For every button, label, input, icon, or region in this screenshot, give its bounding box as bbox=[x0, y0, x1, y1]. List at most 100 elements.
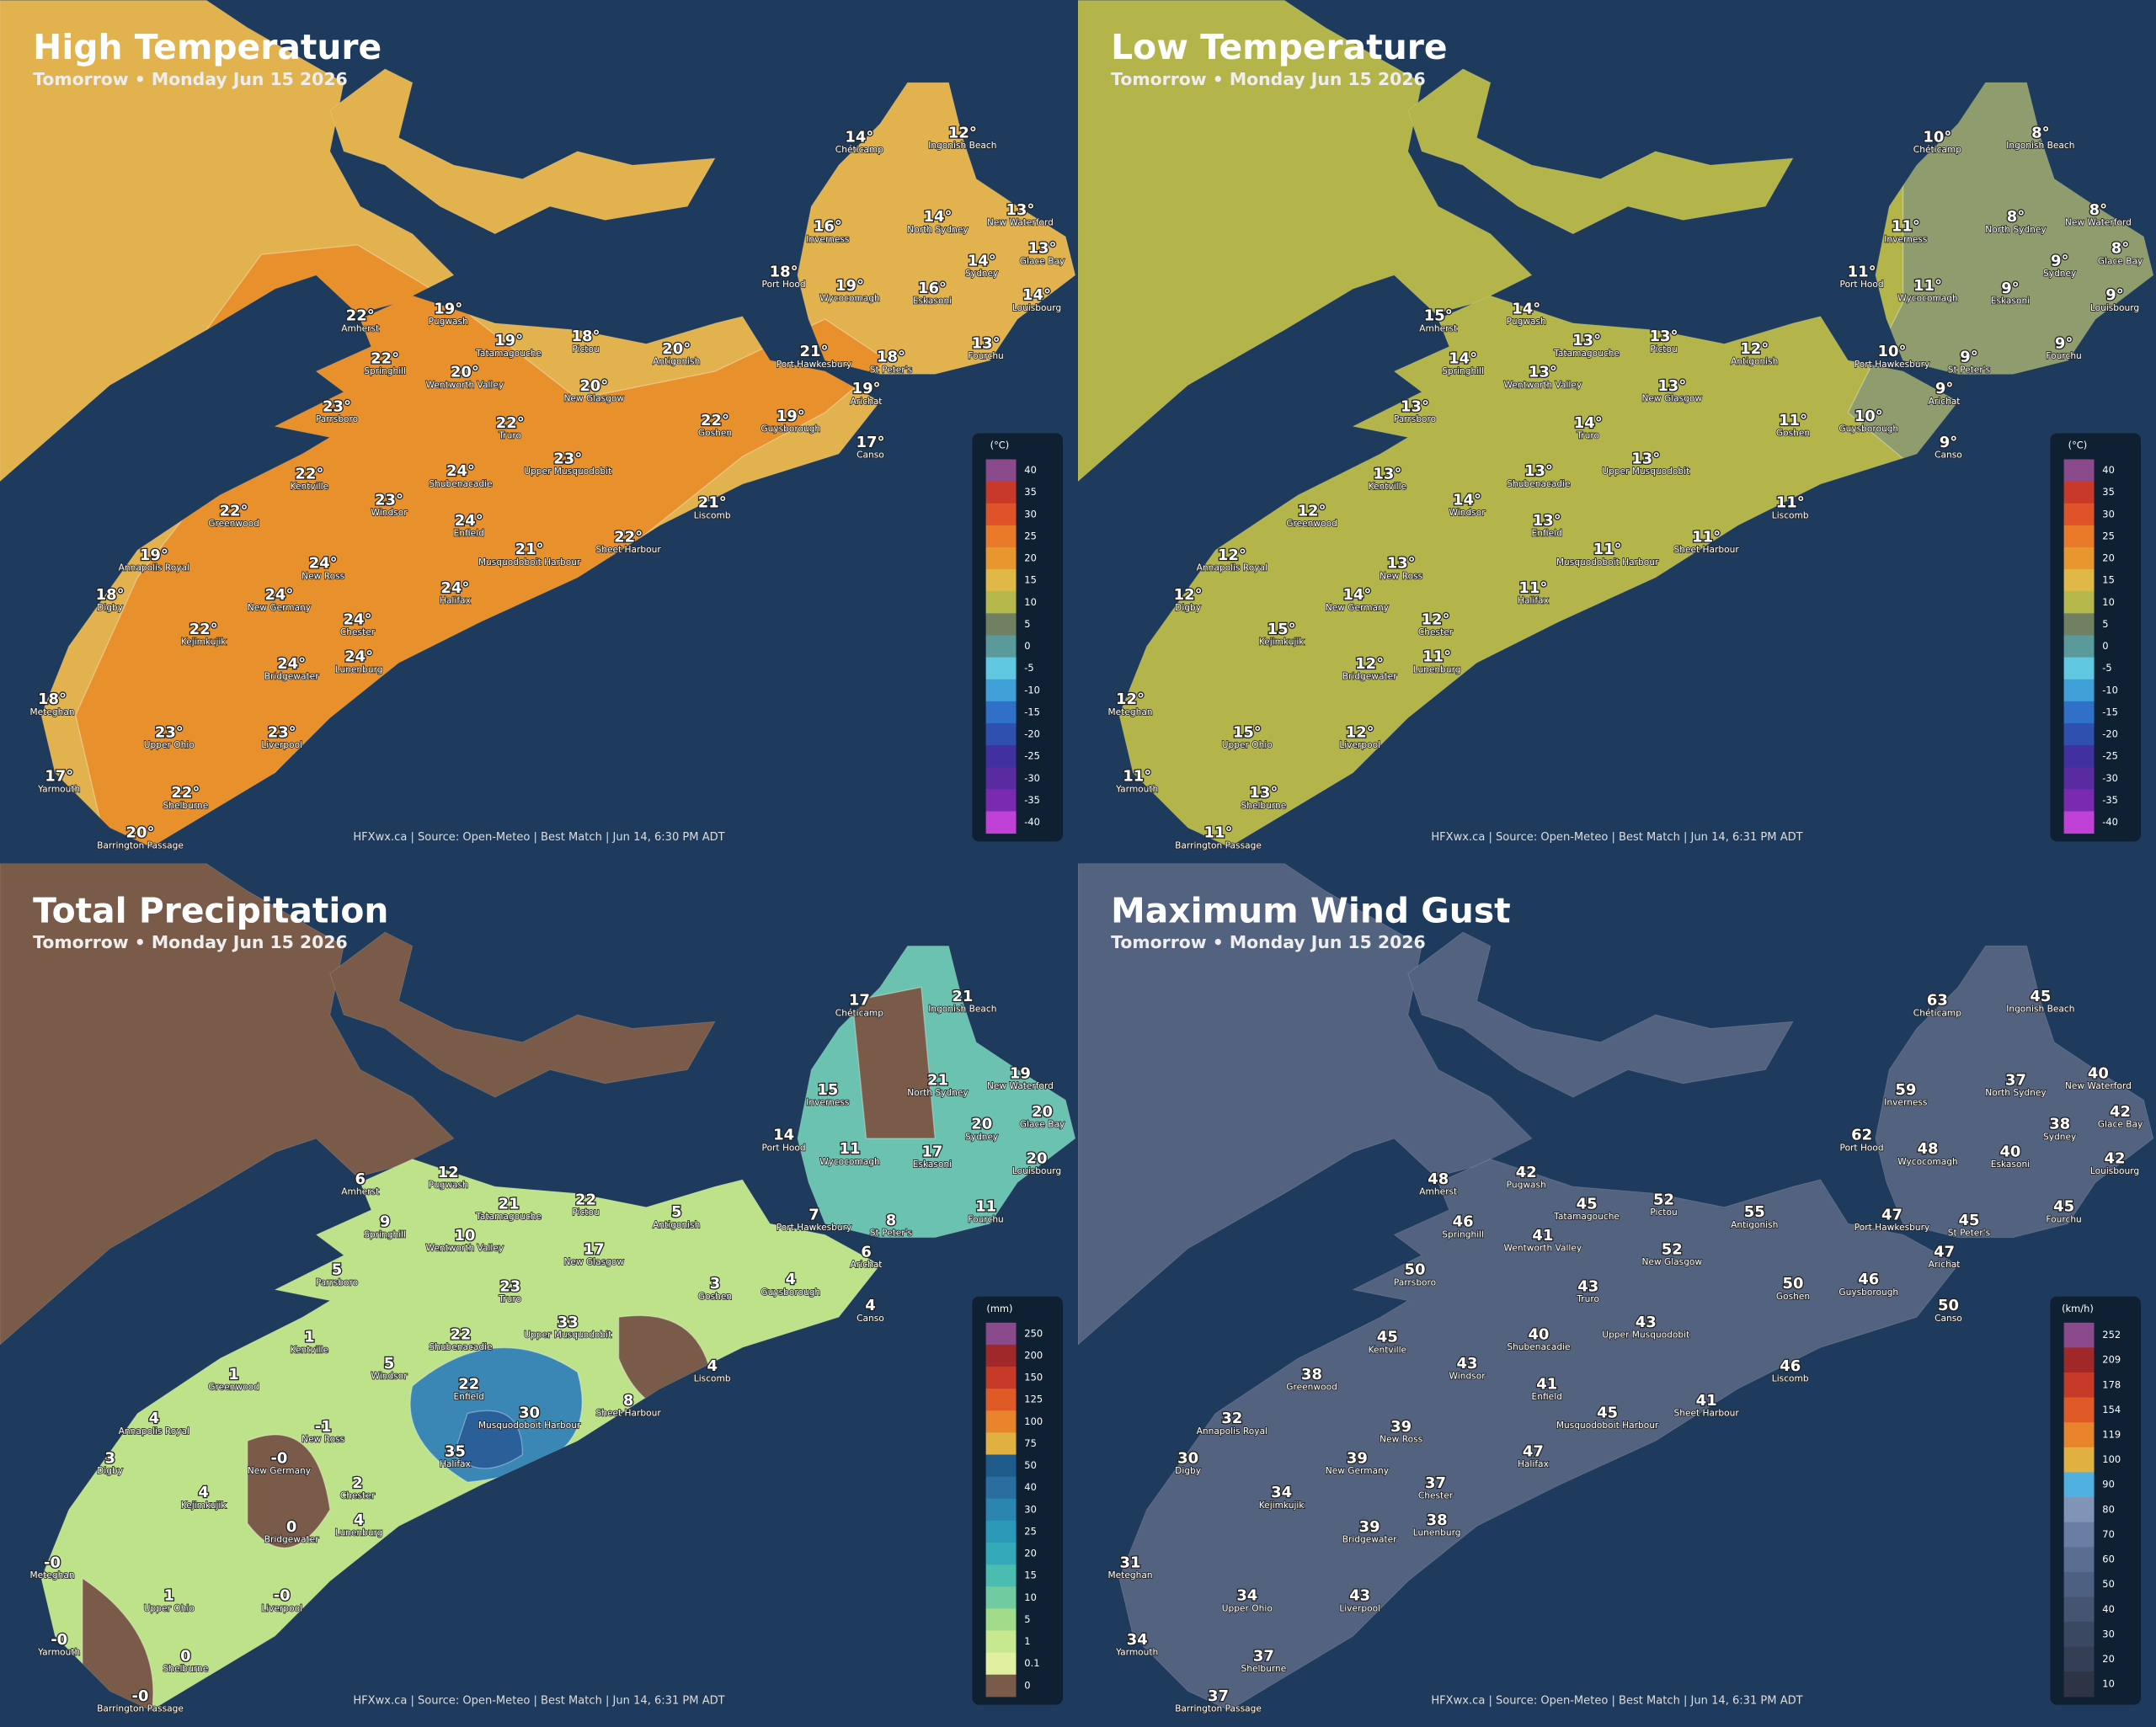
station-name: Upper Ohio bbox=[1222, 739, 1273, 750]
station-name: North Sydney bbox=[907, 224, 968, 235]
legend-tick: -10 bbox=[2102, 684, 2118, 696]
station-name: Bridgewater bbox=[1342, 1534, 1397, 1545]
station-value: 46 bbox=[1858, 1271, 1879, 1288]
station-name: New Germany bbox=[248, 602, 311, 613]
station-value: 9 bbox=[380, 1213, 390, 1231]
station-value: 39 bbox=[1347, 1449, 1368, 1467]
legend-swatch bbox=[2063, 1422, 2095, 1448]
station-name: Enfield bbox=[454, 1391, 484, 1402]
station-name: Upper Musquodobit bbox=[1602, 1330, 1689, 1341]
station-value: 11 bbox=[839, 1140, 860, 1158]
station-value: 13° bbox=[1249, 784, 1278, 802]
credit: HFXwx.ca | Source: Open-Meteo | Best Mat… bbox=[353, 831, 724, 844]
legend-tick: 30 bbox=[2102, 508, 2115, 520]
station-value: 32 bbox=[1221, 1410, 1242, 1427]
station-value: 11° bbox=[1892, 218, 1920, 236]
legend-tick: -10 bbox=[1024, 684, 1040, 696]
legend-tick: 30 bbox=[1024, 508, 1037, 520]
legend-swatch bbox=[2063, 525, 2095, 548]
station-value: 22 bbox=[458, 1375, 479, 1393]
station-value: 17 bbox=[849, 992, 870, 1010]
station-value: -0 bbox=[44, 1554, 61, 1572]
legend-swatch bbox=[985, 701, 1017, 724]
station-value: 11° bbox=[1123, 768, 1151, 786]
station-value: 23° bbox=[268, 723, 296, 741]
station-value: 17° bbox=[45, 768, 73, 786]
station-name: Ingonish Beach bbox=[928, 1004, 996, 1015]
station-value: 47 bbox=[1523, 1442, 1544, 1460]
station-name: Bridgewater bbox=[264, 670, 319, 681]
station-value: 24° bbox=[277, 655, 306, 673]
legend-swatch bbox=[2063, 1397, 2095, 1423]
station-name: Port Hood bbox=[1840, 1142, 1884, 1153]
station-name: Wycocomagh bbox=[1897, 1156, 1958, 1167]
station-name: New Ross bbox=[302, 570, 344, 581]
legend-swatch bbox=[985, 811, 1017, 834]
station-name: Guysborough bbox=[1838, 1287, 1898, 1298]
station-value: 21 bbox=[927, 1071, 948, 1089]
station-value: 42 bbox=[2105, 1150, 2126, 1168]
station-value: 14° bbox=[1574, 414, 1603, 432]
station-value: 16° bbox=[814, 218, 842, 236]
station-value: 40 bbox=[2088, 1064, 2109, 1082]
station-name: New Waterford bbox=[987, 1080, 1054, 1091]
station-name: Louisbourg bbox=[2090, 302, 2139, 313]
station-name: Canso bbox=[1935, 450, 1962, 461]
station-value: 45 bbox=[1597, 1405, 1618, 1422]
panel-subtitle: Tomorrow • Monday Jun 15 2026 bbox=[1111, 69, 1426, 89]
station-name: Sheet Harbour bbox=[1674, 1408, 1740, 1419]
station-name: Sheet Harbour bbox=[596, 544, 662, 555]
station-value: 11° bbox=[1776, 494, 1805, 512]
station-name: Goshen bbox=[698, 427, 732, 438]
station-name: Windsor bbox=[371, 1370, 408, 1381]
station-value: 11° bbox=[1848, 263, 1876, 280]
station-name: Annapolis Royal bbox=[1197, 1426, 1267, 1437]
panel-title: Total Precipitation bbox=[33, 890, 388, 930]
legend-unit: (km/h) bbox=[2062, 1303, 2094, 1314]
station-value: 21° bbox=[515, 541, 544, 558]
station-name: Shubenacadie bbox=[429, 1341, 492, 1352]
station-value: 14° bbox=[968, 252, 996, 269]
legend-tick: -25 bbox=[1024, 750, 1040, 762]
station-name: Wycocomagh bbox=[1897, 292, 1958, 303]
station-value: 0 bbox=[180, 1648, 190, 1666]
station-name: Lunenburg bbox=[335, 1527, 383, 1538]
legend-swatch bbox=[2063, 1347, 2095, 1373]
station-value: 24° bbox=[344, 611, 372, 629]
station-name: Glace Bay bbox=[2098, 1119, 2143, 1130]
legend-tick: 40 bbox=[2102, 464, 2115, 476]
station-name: Chester bbox=[340, 1490, 376, 1501]
legend-tick: 5 bbox=[2102, 618, 2108, 630]
station-value: 18° bbox=[96, 586, 125, 604]
station-value: 24° bbox=[440, 579, 469, 597]
station-value: 6 bbox=[355, 1170, 366, 1188]
station-name: Ingonish Beach bbox=[928, 140, 996, 151]
station-name: Liverpool bbox=[1339, 1602, 1380, 1613]
station-name: Enfield bbox=[1532, 528, 1562, 539]
station-value: 9° bbox=[1935, 380, 1953, 397]
station-name: North Sydney bbox=[907, 1087, 968, 1098]
station-value: 13° bbox=[1387, 555, 1416, 573]
station-name: Wentworth Valley bbox=[425, 1243, 504, 1254]
legend-swatch bbox=[985, 613, 1017, 636]
station-value: 38 bbox=[1301, 1366, 1322, 1383]
station-value: 22° bbox=[220, 503, 248, 520]
station-value: 47 bbox=[1881, 1206, 1903, 1223]
station-name: Port Hawkesbury bbox=[776, 1222, 851, 1233]
legend-swatch bbox=[2063, 635, 2095, 658]
station-value: 9° bbox=[2105, 286, 2123, 304]
legend-box bbox=[972, 1296, 1064, 1705]
station-value: 13° bbox=[1529, 364, 1557, 381]
station-value: 31 bbox=[1120, 1554, 1141, 1572]
legend-box bbox=[2050, 433, 2142, 842]
station-value: 20 bbox=[971, 1116, 992, 1133]
station-value: 9° bbox=[2051, 252, 2068, 269]
legend-swatch bbox=[2063, 459, 2095, 482]
station-name: Sheet Harbour bbox=[596, 1408, 662, 1419]
station-value: 6 bbox=[861, 1244, 871, 1261]
station-value: 4 bbox=[354, 1511, 364, 1529]
station-value: 1 bbox=[304, 1329, 314, 1346]
station-name: Fourchu bbox=[2046, 1213, 2081, 1224]
station-name: Truro bbox=[498, 1293, 521, 1304]
legend-tick: 75 bbox=[1024, 1437, 1037, 1449]
